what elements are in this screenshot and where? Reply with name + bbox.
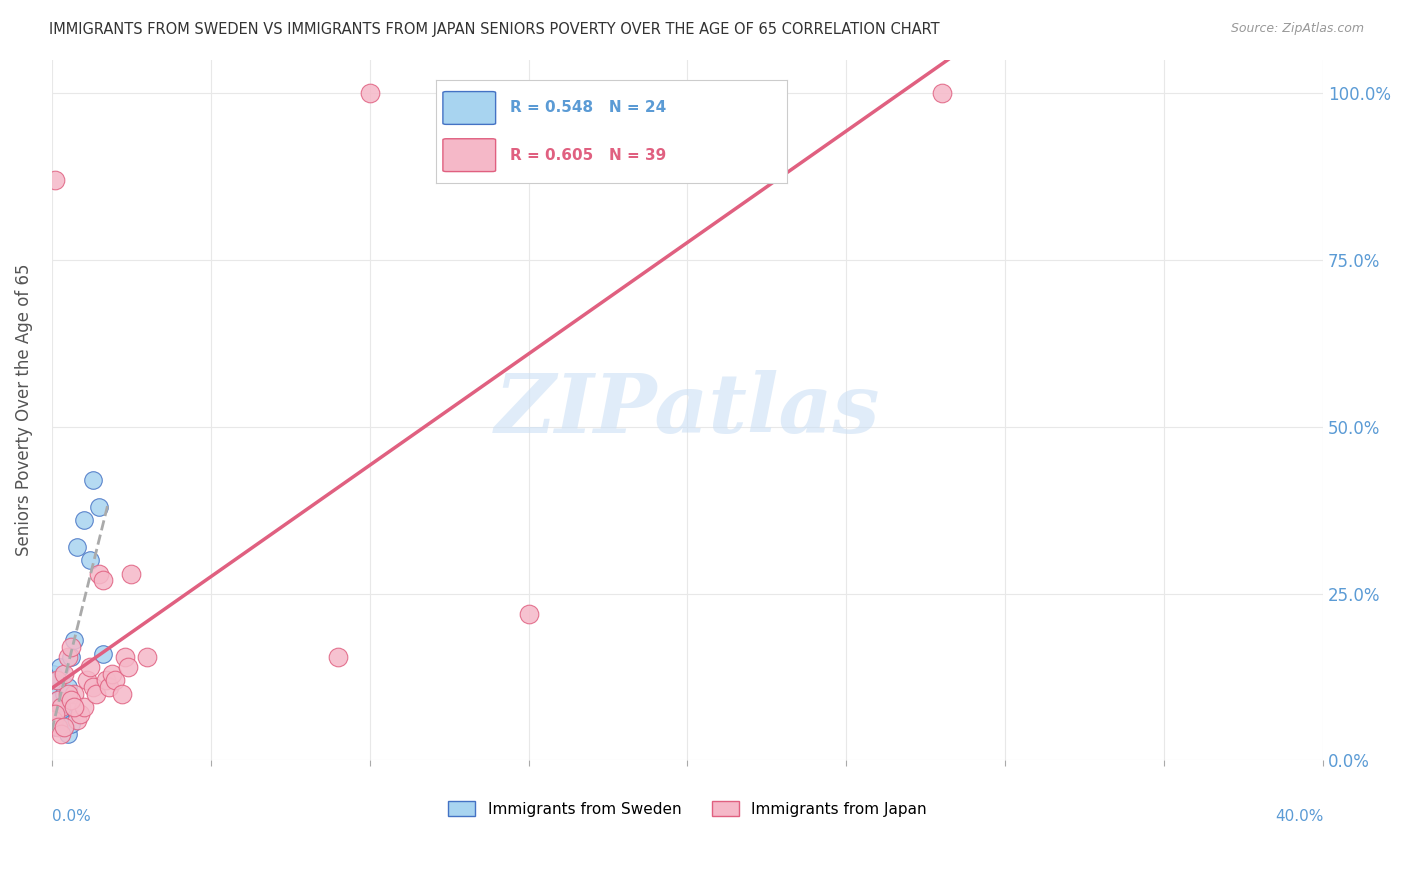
Point	[136, 649, 159, 664]
Point	[72, 700, 94, 714]
Text: 0.0%: 0.0%	[52, 809, 90, 824]
Point	[66, 540, 89, 554]
Point	[42, 666, 65, 681]
Point	[114, 649, 136, 664]
Point	[53, 687, 76, 701]
Point	[82, 680, 104, 694]
Point	[51, 714, 73, 728]
Text: IMMIGRANTS FROM SWEDEN VS IMMIGRANTS FROM JAPAN SENIORS POVERTY OVER THE AGE OF : IMMIGRANTS FROM SWEDEN VS IMMIGRANTS FRO…	[49, 22, 939, 37]
Point	[51, 700, 73, 714]
Text: R = 0.548   N = 24: R = 0.548 N = 24	[510, 101, 666, 115]
Point	[931, 86, 953, 100]
Point	[59, 693, 82, 707]
Point	[117, 660, 139, 674]
Point	[59, 640, 82, 654]
Point	[63, 633, 86, 648]
Point	[517, 607, 540, 621]
Point	[44, 720, 66, 734]
Point	[91, 647, 114, 661]
Point	[42, 714, 65, 728]
Point	[97, 680, 120, 694]
Text: R = 0.605   N = 39: R = 0.605 N = 39	[510, 148, 666, 162]
Point	[44, 706, 66, 721]
Point	[76, 673, 98, 688]
Point	[69, 706, 91, 721]
Point	[104, 673, 127, 688]
Point	[63, 700, 86, 714]
Point	[52, 706, 75, 721]
Y-axis label: Seniors Poverty Over the Age of 65: Seniors Poverty Over the Age of 65	[15, 264, 32, 557]
Point	[120, 566, 142, 581]
Point	[66, 714, 89, 728]
Point	[79, 660, 101, 674]
Point	[51, 727, 73, 741]
Point	[101, 666, 124, 681]
Point	[326, 649, 349, 664]
FancyBboxPatch shape	[443, 139, 496, 171]
Point	[46, 693, 69, 707]
Point	[48, 660, 70, 674]
Point	[79, 553, 101, 567]
Point	[45, 673, 67, 688]
Text: ZIPatlas: ZIPatlas	[495, 370, 880, 450]
Point	[111, 687, 134, 701]
Point	[42, 714, 65, 728]
Point	[56, 649, 79, 664]
Point	[82, 473, 104, 487]
Point	[91, 573, 114, 587]
Point	[44, 687, 66, 701]
Point	[45, 673, 67, 688]
Point	[56, 727, 79, 741]
Point	[56, 680, 79, 694]
Point	[676, 86, 699, 100]
Point	[56, 687, 79, 701]
Point	[72, 513, 94, 527]
Point	[59, 716, 82, 731]
Point	[94, 673, 117, 688]
Point	[51, 700, 73, 714]
Point	[63, 687, 86, 701]
Point	[59, 649, 82, 664]
Point	[46, 693, 69, 707]
Point	[89, 566, 111, 581]
Point	[46, 706, 69, 721]
Point	[89, 500, 111, 514]
Point	[359, 86, 381, 100]
Point	[44, 172, 66, 186]
Point	[53, 720, 76, 734]
Text: 40.0%: 40.0%	[1275, 809, 1323, 824]
Text: Source: ZipAtlas.com: Source: ZipAtlas.com	[1230, 22, 1364, 36]
Point	[46, 720, 69, 734]
Legend: Immigrants from Sweden, Immigrants from Japan: Immigrants from Sweden, Immigrants from …	[441, 795, 934, 822]
FancyBboxPatch shape	[443, 92, 496, 124]
Point	[84, 687, 107, 701]
Point	[53, 720, 76, 734]
Point	[53, 666, 76, 681]
